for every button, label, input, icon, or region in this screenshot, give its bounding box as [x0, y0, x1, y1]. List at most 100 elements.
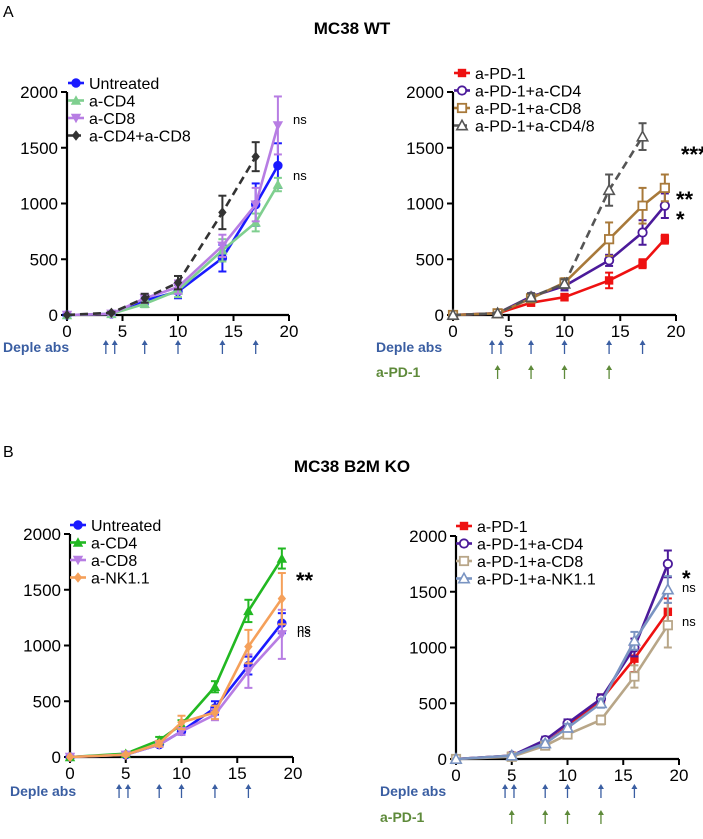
panel-a-title: MC38 WT	[314, 19, 391, 38]
legend-label: a-CD4	[91, 536, 137, 553]
legend-label: a-PD-1+a-CD4/8	[475, 119, 595, 136]
data-point	[557, 276, 572, 289]
schedule-arrow-head	[211, 784, 218, 789]
schedule-arrow-head	[561, 365, 568, 370]
schedule-arrow-head	[494, 365, 501, 370]
legend-label: a-PD-1+a-CD8	[475, 101, 581, 118]
data-point	[62, 309, 72, 321]
data-point	[107, 307, 116, 318]
data-point	[173, 277, 183, 288]
series-untreated	[65, 612, 287, 762]
data-point	[65, 751, 75, 763]
y-tick-label: 1500	[20, 139, 58, 158]
schedule-arrow-head	[178, 784, 185, 789]
legend-marker	[72, 537, 84, 547]
data-point	[602, 183, 616, 196]
data-point	[505, 748, 519, 761]
legend-label: a-PD-1+a-CD4	[475, 84, 581, 101]
data-point	[243, 605, 254, 616]
data-point	[661, 582, 675, 595]
y-tick-label: 2000	[409, 527, 447, 546]
y-tick-label: 1000	[20, 195, 58, 214]
legend-marker	[457, 68, 467, 78]
x-tick-label: 20	[280, 322, 299, 341]
x-tick-label: 0	[62, 322, 71, 341]
y-tick-label: 0	[435, 306, 444, 325]
series-line	[69, 633, 283, 759]
schedule-arrow-head	[219, 340, 226, 345]
data-point	[627, 633, 641, 646]
legend-marker	[73, 572, 83, 583]
data-point	[629, 671, 640, 682]
x-tick-label: 10	[558, 766, 577, 785]
legend-label: a-PD-1+a-CD8	[477, 554, 583, 571]
y-tick-label: 2000	[23, 525, 61, 544]
series-a-cd4	[61, 176, 284, 320]
x-tick-label: 15	[614, 766, 633, 785]
schedule-arrow-head	[156, 784, 163, 789]
legend-label: Untreated	[91, 518, 161, 535]
schedule-arrow-head	[102, 340, 109, 345]
y-tick-label: 1500	[409, 583, 447, 602]
schedule-arrow-head	[510, 784, 517, 789]
legend-marker	[456, 102, 468, 114]
y-tick-label: 1500	[23, 581, 61, 600]
y-tick-label: 2000	[20, 83, 58, 102]
schedule-label: Deple abs	[380, 783, 446, 799]
data-point	[449, 752, 463, 765]
data-point	[603, 255, 615, 266]
schedule-arrow-head	[542, 810, 549, 815]
data-point	[637, 200, 648, 211]
legend-label: a-PD-1	[475, 66, 526, 83]
data-point	[251, 151, 260, 162]
x-tick-label: 15	[228, 764, 247, 783]
legend-label: Untreated	[89, 76, 159, 93]
significance-label: ns	[297, 621, 311, 636]
data-point	[630, 654, 639, 663]
data-point	[538, 736, 552, 749]
legend-marker	[455, 118, 469, 131]
schedule-arrow-head	[497, 340, 504, 345]
legend-marker	[72, 555, 84, 566]
data-point	[662, 558, 673, 569]
data-point	[659, 200, 670, 211]
data-point	[491, 306, 505, 319]
schedule-arrow-head	[111, 340, 118, 345]
x-tick-label: 15	[611, 322, 630, 341]
significance-label: ****	[681, 142, 703, 167]
legend-marker	[70, 95, 82, 105]
legend-marker	[456, 85, 468, 96]
data-point	[140, 293, 149, 304]
data-point	[121, 749, 130, 760]
data-point	[155, 738, 164, 749]
significance-label: **	[296, 568, 314, 593]
schedule-label: Deple abs	[376, 339, 442, 355]
data-point	[218, 207, 227, 218]
schedule-arrow-head	[141, 340, 148, 345]
data-point	[524, 290, 538, 303]
data-point	[446, 308, 460, 321]
x-tick-label: 10	[172, 764, 191, 783]
schedule-arrow-head	[502, 784, 509, 789]
schedule-arrow-head	[528, 365, 535, 370]
legend-label: a-CD4+a-CD8	[89, 129, 191, 146]
y-tick-label: 500	[419, 694, 447, 713]
legend-label: a-PD-1+a-NK1.1	[477, 572, 596, 589]
series-a-pd-1-a-nk1-1	[449, 575, 675, 765]
legend-marker	[71, 78, 81, 88]
data-point	[560, 720, 575, 733]
significance-label: ns	[682, 614, 696, 629]
data-point	[244, 641, 253, 652]
schedule-label: Deple abs	[10, 783, 76, 799]
x-tick-label: 5	[121, 764, 130, 783]
x-tick-label: 20	[670, 766, 689, 785]
legend-label: a-CD8	[89, 111, 135, 128]
data-point	[276, 553, 288, 563]
schedule-arrow-head	[561, 340, 568, 345]
series-line	[66, 183, 280, 317]
significance-label: *	[676, 207, 685, 232]
